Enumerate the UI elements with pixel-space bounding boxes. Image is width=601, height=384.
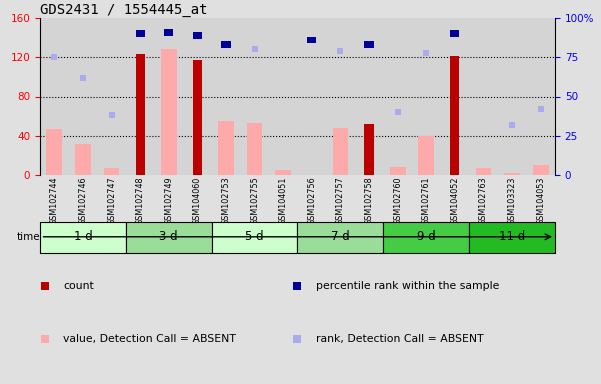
Text: percentile rank within the sample: percentile rank within the sample xyxy=(316,281,499,291)
Bar xyxy=(383,18,412,175)
Bar xyxy=(275,170,291,175)
Bar xyxy=(475,168,492,175)
Bar xyxy=(161,50,177,175)
Text: 7 d: 7 d xyxy=(331,230,350,243)
Bar xyxy=(218,121,234,175)
Bar xyxy=(269,18,297,175)
Bar xyxy=(212,18,240,175)
Bar xyxy=(469,18,498,175)
Text: 9 d: 9 d xyxy=(417,230,436,243)
Bar xyxy=(136,54,145,175)
Bar xyxy=(126,222,212,253)
Bar xyxy=(240,18,269,175)
Text: 3 d: 3 d xyxy=(159,230,178,243)
Text: value, Detection Call = ABSENT: value, Detection Call = ABSENT xyxy=(63,334,236,344)
Bar xyxy=(221,41,231,48)
Bar xyxy=(193,32,202,39)
Bar xyxy=(212,222,297,253)
Bar xyxy=(247,123,263,175)
Bar xyxy=(183,18,212,175)
Bar xyxy=(193,60,202,175)
Text: count: count xyxy=(63,281,94,291)
Text: rank, Detection Call = ABSENT: rank, Detection Call = ABSENT xyxy=(316,334,483,344)
Bar xyxy=(390,167,406,175)
Bar xyxy=(498,18,526,175)
Bar xyxy=(364,124,374,175)
Bar xyxy=(97,18,126,175)
Bar xyxy=(297,18,326,175)
Bar xyxy=(46,129,62,175)
Bar xyxy=(450,30,459,37)
Bar xyxy=(364,41,374,48)
Bar xyxy=(412,18,441,175)
Bar xyxy=(441,18,469,175)
Bar xyxy=(533,165,549,175)
Bar xyxy=(136,30,145,37)
Text: 11 d: 11 d xyxy=(499,230,525,243)
Bar xyxy=(164,29,173,36)
Bar xyxy=(75,144,91,175)
Text: time: time xyxy=(16,232,40,242)
Bar xyxy=(355,18,383,175)
Bar xyxy=(40,18,69,175)
Text: 5 d: 5 d xyxy=(245,230,264,243)
Bar xyxy=(69,18,97,175)
Bar xyxy=(450,56,459,175)
Bar xyxy=(526,18,555,175)
Text: GDS2431 / 1554445_at: GDS2431 / 1554445_at xyxy=(40,3,207,17)
Bar xyxy=(383,222,469,253)
Text: 1 d: 1 d xyxy=(73,230,93,243)
Bar xyxy=(40,222,126,253)
Bar xyxy=(326,18,355,175)
Bar xyxy=(332,128,349,175)
Bar xyxy=(418,136,434,175)
Bar xyxy=(126,18,154,175)
Bar xyxy=(103,168,120,175)
Bar xyxy=(154,18,183,175)
Bar xyxy=(504,173,520,175)
Bar xyxy=(469,222,555,253)
Bar xyxy=(297,222,383,253)
Bar xyxy=(307,36,316,43)
